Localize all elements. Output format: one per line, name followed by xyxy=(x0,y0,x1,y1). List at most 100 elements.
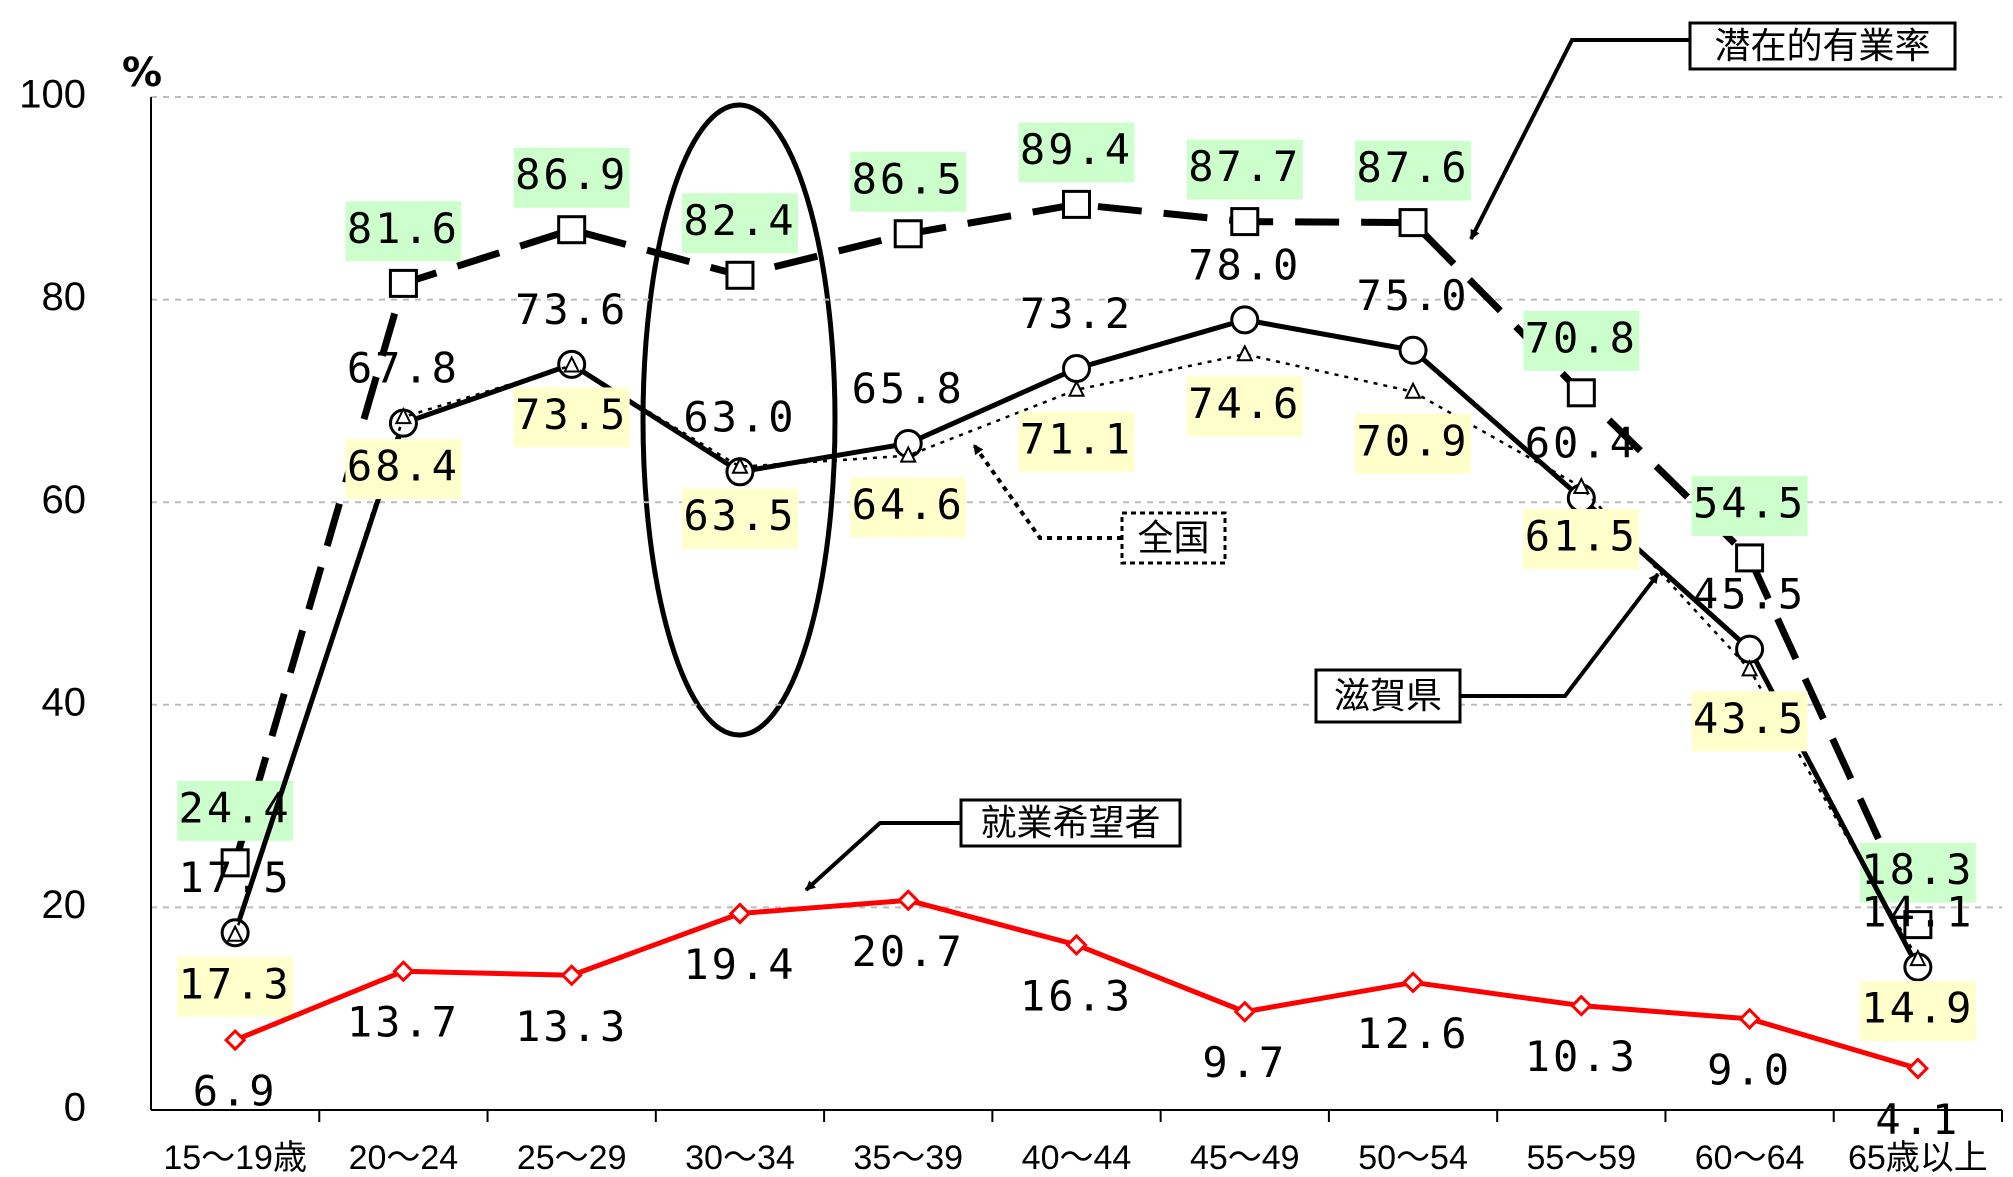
marker xyxy=(394,406,413,425)
legend-label: 潜在的有業率 xyxy=(1714,26,1930,67)
value-label-bg xyxy=(850,151,967,212)
callout-arrow xyxy=(1469,38,1690,240)
marker xyxy=(1903,910,1933,940)
value-label: 10.3 xyxy=(1525,1032,1638,1081)
marker xyxy=(1906,1057,1929,1080)
value-label: 9.0 xyxy=(1707,1045,1792,1094)
value-label: 73.6 xyxy=(515,285,628,334)
legend-label: 就業希望者 xyxy=(980,803,1160,844)
value-label-bg xyxy=(1691,475,1808,536)
value-label: 65.8 xyxy=(852,364,965,413)
value-label: 13.7 xyxy=(347,998,460,1047)
marker xyxy=(1230,305,1260,335)
marker xyxy=(1738,1007,1761,1030)
callout-arrow xyxy=(1460,572,1660,698)
value-label: 73.2 xyxy=(1020,289,1133,338)
value-label: 43.5 xyxy=(1693,694,1806,743)
marker xyxy=(1062,353,1091,383)
value-label-bg xyxy=(681,193,798,254)
value-label: 73.5 xyxy=(515,390,628,439)
y-axis-label: % xyxy=(122,50,162,96)
value-label: 9.7 xyxy=(1202,1038,1287,1087)
x-tick-label: 40～44 xyxy=(1022,1139,1132,1177)
marker xyxy=(725,260,755,290)
callout-arrow xyxy=(804,821,961,892)
marker xyxy=(1233,1000,1256,1023)
y-tick-label: 60 xyxy=(42,478,87,522)
value-label-bg xyxy=(681,488,798,549)
value-label-bg xyxy=(513,387,630,448)
value-label: 6.9 xyxy=(193,1067,278,1116)
x-tick-label: 35～39 xyxy=(853,1139,963,1177)
value-label-bg xyxy=(345,201,462,262)
value-label: 64.6 xyxy=(852,480,965,529)
marker xyxy=(1401,971,1425,994)
value-label-bg xyxy=(850,477,967,538)
callout-arrow xyxy=(972,443,1122,540)
x-tick-label: 50～54 xyxy=(1358,1139,1468,1177)
marker xyxy=(563,355,581,373)
x-tick-label: 25～29 xyxy=(517,1139,627,1177)
marker xyxy=(220,848,250,878)
marker xyxy=(1065,933,1088,957)
x-tick-label: 30～34 xyxy=(685,1139,795,1177)
series-line xyxy=(231,200,1922,927)
callout-box xyxy=(1120,511,1227,565)
value-label-bg xyxy=(513,147,630,208)
value-label: 18.3 xyxy=(1861,845,1974,894)
marker xyxy=(1404,381,1422,399)
value-label: 17.5 xyxy=(179,853,292,902)
value-label: 61.5 xyxy=(1525,512,1638,561)
value-label: 70.8 xyxy=(1525,313,1638,362)
y-tick-label: 100 xyxy=(19,73,86,117)
value-label: 87.7 xyxy=(1188,142,1301,191)
value-label: 78.0 xyxy=(1188,240,1301,289)
marker xyxy=(728,902,752,925)
callout-box xyxy=(1314,668,1462,724)
legend-label: 全国 xyxy=(1137,518,1209,559)
value-label-bg xyxy=(1859,981,1976,1042)
value-label: 20.7 xyxy=(852,927,965,976)
x-tick-label: 45～49 xyxy=(1190,1139,1300,1177)
value-label: 81.6 xyxy=(347,204,460,253)
marker xyxy=(1735,634,1765,664)
marker xyxy=(731,456,749,474)
marker xyxy=(1735,543,1765,573)
value-label: 68.4 xyxy=(347,442,460,491)
marker xyxy=(388,268,418,298)
legend-label: 滋賀県 xyxy=(1334,676,1442,717)
marker xyxy=(1740,659,1759,677)
value-label: 14.1 xyxy=(1861,888,1974,937)
value-label-bg xyxy=(1523,310,1640,371)
value-label-bg xyxy=(345,439,462,500)
marker xyxy=(557,215,587,245)
x-tick-label: 55～59 xyxy=(1526,1139,1636,1177)
y-tick-label: 0 xyxy=(64,1086,86,1130)
marker xyxy=(1566,378,1596,408)
value-label: 60.4 xyxy=(1525,419,1638,468)
highlight-ellipse xyxy=(640,102,838,738)
callout-box xyxy=(959,798,1182,848)
value-label-bg xyxy=(1018,122,1135,183)
value-label: 67.8 xyxy=(347,344,460,393)
value-label: 74.6 xyxy=(1188,379,1301,428)
value-label: 71.1 xyxy=(1020,414,1133,463)
marker xyxy=(226,924,244,942)
y-tick-label: 20 xyxy=(42,883,87,927)
value-label: 89.4 xyxy=(1020,125,1133,174)
value-label: 86.5 xyxy=(852,154,965,203)
marker xyxy=(1230,207,1260,237)
x-tick-label: 20～24 xyxy=(349,1139,459,1177)
value-label-bg xyxy=(1018,411,1135,472)
value-label: 63.5 xyxy=(683,491,796,540)
value-label: 70.9 xyxy=(1356,416,1469,465)
value-label-bg xyxy=(1186,139,1303,200)
marker xyxy=(1398,208,1428,238)
value-label: 75.0 xyxy=(1356,271,1469,320)
marker xyxy=(1067,379,1086,397)
value-label: 54.5 xyxy=(1693,478,1806,527)
marker xyxy=(897,889,920,912)
value-label: 19.4 xyxy=(683,940,796,989)
marker xyxy=(893,219,923,249)
